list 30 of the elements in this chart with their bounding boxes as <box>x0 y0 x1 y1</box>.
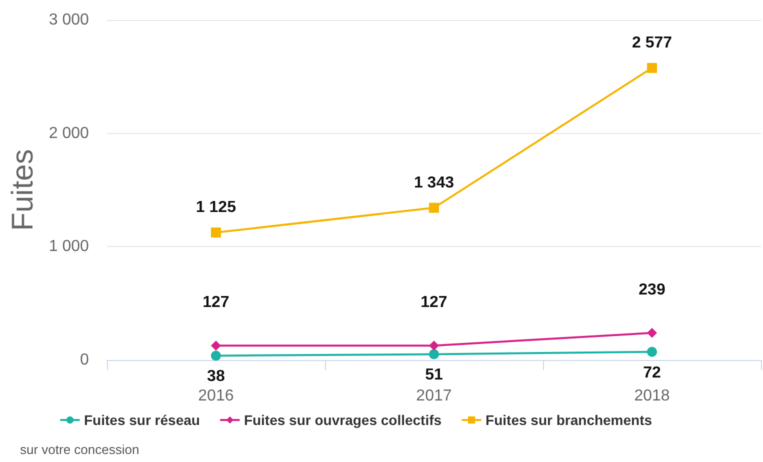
data-label: 2 577 <box>632 34 672 52</box>
point <box>210 350 221 361</box>
data-label: 1 343 <box>414 174 454 192</box>
y-tick-label: 0 <box>80 352 90 368</box>
x-tick-label: 2017 <box>416 388 452 404</box>
legend-label: Fuites sur réseau <box>84 412 200 428</box>
data-label: 239 <box>638 281 666 298</box>
point <box>646 62 657 73</box>
point <box>428 349 439 360</box>
y-tick-label: 2 000 <box>48 124 90 142</box>
data-label: 38 <box>207 368 225 386</box>
point <box>428 202 439 213</box>
data-label: 1 125 <box>196 199 236 216</box>
point <box>646 328 657 338</box>
data-label: 72 <box>643 364 661 382</box>
y-tick-label: 3 000 <box>48 12 90 28</box>
data-label: 127 <box>202 294 230 312</box>
legend-label: Fuites sur ouvrages collectifs <box>244 412 442 428</box>
point <box>210 228 221 238</box>
data-label: 51 <box>425 366 443 384</box>
point <box>428 340 439 351</box>
point <box>647 346 657 357</box>
legend-label: Fuites sur branchements <box>486 412 652 428</box>
y-tick-label: 1 000 <box>48 238 90 256</box>
y-axis-title: Fuites <box>6 149 40 231</box>
x-tick-label: 2016 <box>198 388 234 404</box>
x-tick-label: 2018 <box>634 388 670 404</box>
point <box>210 340 221 351</box>
data-label: 127 <box>420 294 448 312</box>
text: sur votre concession <box>20 442 140 457</box>
